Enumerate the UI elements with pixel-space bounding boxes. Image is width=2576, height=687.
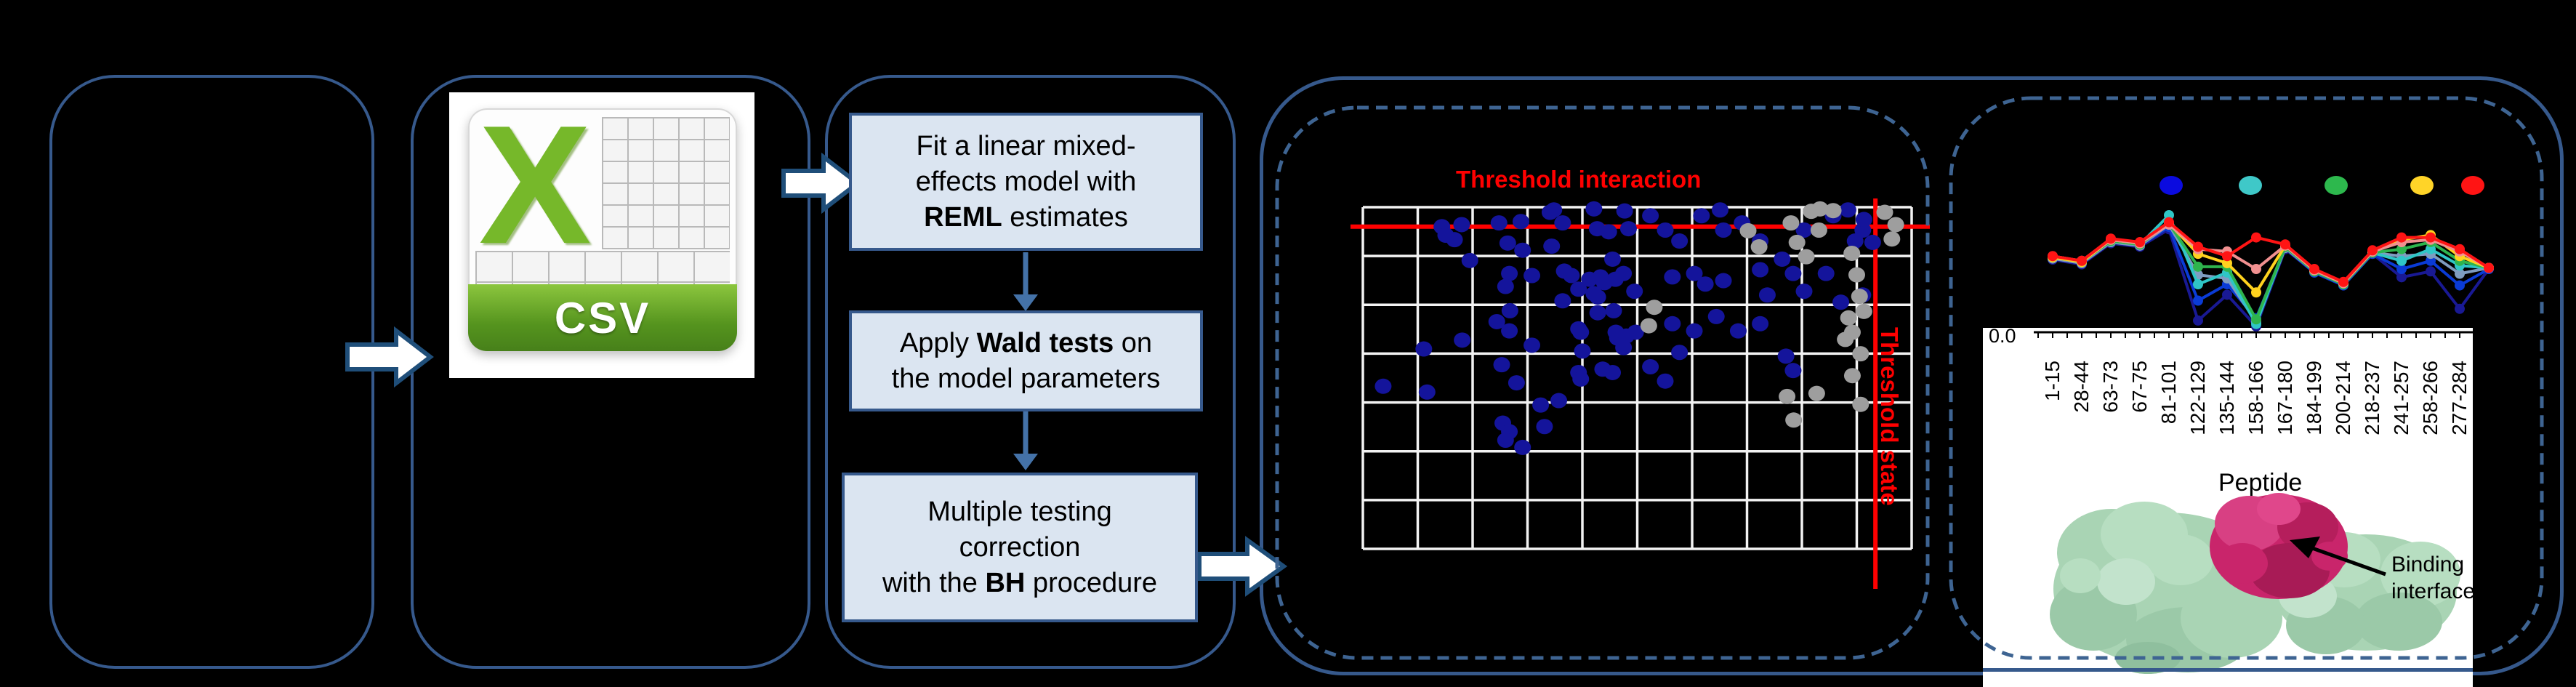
x-axis-tick-label: 135-144 (2215, 361, 2238, 435)
threshold-interaction-label: Threshold interaction (1456, 166, 1702, 193)
x-axis-tick-label: 241-257 (2390, 361, 2412, 435)
x-axis-tick-label: 28-44 (2070, 361, 2093, 413)
flow-step-bh: Multiple testing correction with the BH … (842, 473, 1198, 622)
threshold-state-label: Threshold state (1876, 327, 1903, 506)
panel-statistics (825, 75, 1236, 669)
arrow-down-icon (1013, 252, 1038, 470)
scatter-plot (1351, 198, 1930, 589)
flow-step-wald: Apply Wald tests on the model parameters (849, 310, 1203, 411)
csv-file-image: X CSV (449, 92, 754, 378)
x-axis-tick-label: 184-199 (2303, 361, 2325, 435)
csv-band-label: CSV (468, 284, 737, 351)
x-axis-tick-label: 200-214 (2332, 361, 2354, 435)
x-axis-title: Peptide (2218, 469, 2303, 497)
x-axis-tick-label: 277-284 (2448, 361, 2471, 435)
x-axis-tick-label: 63-73 (2099, 361, 2122, 413)
panel-results (1260, 76, 2564, 675)
x-axis-tick-label: 81-101 (2157, 361, 2180, 425)
binding-interface-label: Binding interface (2391, 553, 2476, 603)
x-axis-tick-label: 122-129 (2186, 361, 2209, 435)
excel-x-icon: X (478, 108, 592, 279)
peptide-uptake-chart (2034, 176, 2494, 338)
dashed-subpanel-border (1275, 96, 2544, 660)
csv-file-icon: X CSV (468, 108, 737, 351)
x-axis-tick-label: 67-75 (2128, 361, 2151, 413)
binding-interface-arrow-icon (2290, 537, 2386, 576)
x-axis-tick-label: 258-266 (2419, 361, 2442, 435)
x-axis-tick-label: 1-15 (2041, 361, 2064, 402)
x-axis-tick-label: 167-180 (2274, 361, 2296, 435)
flow-step-lmm: Fit a linear mixed- effects model with R… (849, 113, 1203, 251)
protein-structure-image (2050, 493, 2460, 674)
y-axis-tick-label: 0.0 (1989, 325, 2016, 347)
spreadsheet-grid-icon (602, 117, 730, 249)
x-axis-tick-label: 218-237 (2361, 361, 2383, 435)
x-axis-tick-label: 158-166 (2245, 361, 2267, 435)
arrow-right-icon (345, 152, 1288, 597)
panel-input (49, 75, 374, 669)
